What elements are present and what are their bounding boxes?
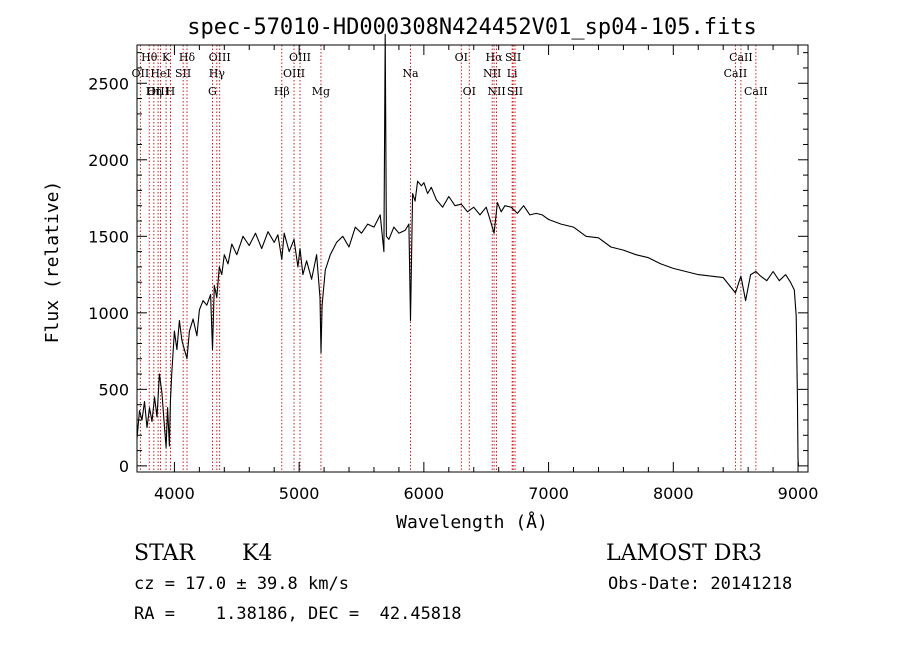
line-marker-label-0: Hθ (141, 51, 158, 64)
line-marker-label-2: OIII (147, 85, 169, 98)
y-tick-label-0: 0 (119, 457, 129, 476)
line-marker-label-6: Hδ (179, 51, 196, 64)
y-tick-label-1: 500 (98, 380, 129, 399)
line-marker-label-1: OII (132, 67, 150, 80)
line-marker-label-12: OIII (289, 51, 311, 64)
coordinates-text: RA = 1.38186, DEC = 42.45818 (134, 604, 462, 624)
line-marker-label-26: CaII (724, 67, 748, 80)
line-marker-label-3: K (162, 51, 171, 64)
x-axis-label: Wavelength (Å) (396, 511, 548, 533)
y-tick-label-5: 2500 (88, 74, 129, 93)
y-tick-label-3: 1500 (88, 227, 129, 246)
y-tick-label-2: 1000 (88, 304, 129, 323)
x-tick-label-4: 8000 (653, 484, 694, 503)
line-marker-label-23: Li (507, 67, 518, 80)
y-axis-label: Flux (relative) (42, 181, 63, 344)
line-marker-label-17: OI (455, 51, 468, 64)
spectrum-layer (136, 33, 799, 466)
x-tick-label-1: 5000 (279, 484, 320, 503)
line-marker-label-19: Hα (486, 51, 504, 64)
line-marker-label-10: Hγ (209, 67, 226, 80)
obs-date-text: Obs-Date: 20141218 (608, 574, 792, 594)
line-marker-label-25: CaII (729, 51, 753, 64)
spectrum-line (136, 33, 799, 466)
line-marker-label-13: OIII (283, 67, 305, 80)
y-tick-label-4: 2000 (88, 151, 129, 170)
line-marker-label-16: Na (402, 67, 419, 80)
x-tick-label-5: 9000 (778, 484, 819, 503)
line-marker-label-8: H (166, 85, 176, 98)
line-marker-label-27: CaII (744, 85, 768, 98)
line-marker-label-15: Mg (312, 85, 330, 98)
survey-label: LAMOST DR3 (606, 541, 762, 566)
line-marker-label-5: Hη (146, 85, 162, 98)
line-marker-label-4: HeI (150, 67, 170, 80)
line-marker-label-9: OIII (209, 51, 231, 64)
x-tick-label-2: 6000 (403, 484, 444, 503)
plot-frame (136, 44, 809, 473)
object-class: STAR (134, 541, 196, 566)
line-marker-label-20: NII (483, 67, 501, 80)
line-marker-label-11: G (208, 85, 217, 98)
line-marker-label-18: OI (463, 85, 476, 98)
line-marker-label-21: NII (487, 85, 505, 98)
line-marker-label-24: SII (507, 85, 523, 98)
line-marker-label-14: Hβ (274, 85, 290, 98)
redshift-text: cz = 17.0 ± 39.8 km/s (134, 574, 349, 594)
axes: 4000 5000 6000 7000 8000 9000 0 500 1000 1500 2000… (88, 45, 818, 503)
x-tick-label-3: 7000 (528, 484, 569, 503)
chart-title: spec-57010-HD000308N424452V01_sp04-105.f… (187, 15, 757, 40)
x-tick-label-0: 4000 (154, 484, 195, 503)
line-marker-label-22: SII (505, 51, 521, 64)
object-subclass: K4 (242, 541, 272, 566)
line-marker-label-7: SII (175, 67, 191, 80)
